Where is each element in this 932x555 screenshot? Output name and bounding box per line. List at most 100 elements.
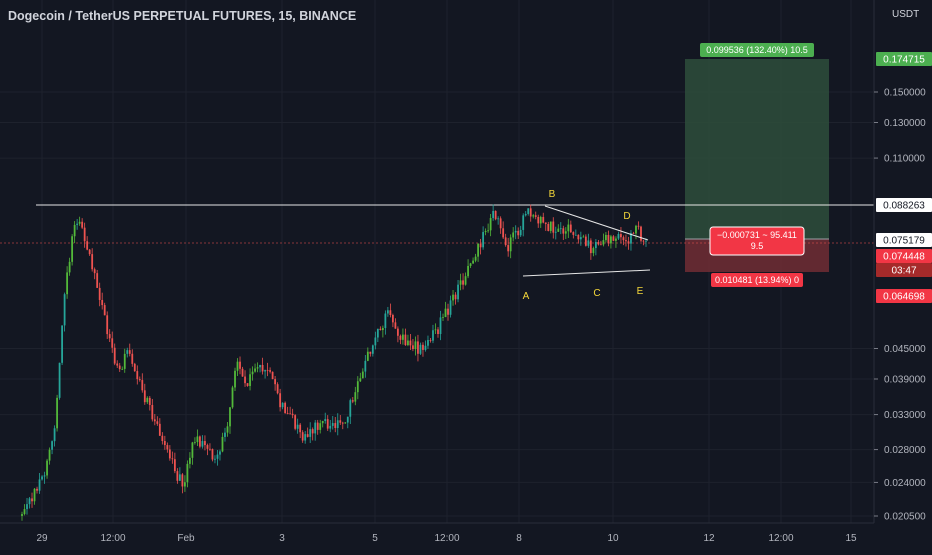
candle — [615, 236, 617, 248]
candle — [309, 422, 312, 443]
candle — [254, 363, 256, 373]
candle-body — [499, 218, 502, 229]
candle-body — [552, 221, 555, 233]
price-tag[interactable]: 0.174715 — [876, 52, 932, 66]
candle — [161, 432, 164, 445]
candle — [204, 435, 206, 451]
candle-body — [289, 413, 292, 415]
candle-body — [304, 434, 307, 441]
candle-body — [617, 234, 620, 239]
candle-body — [216, 454, 219, 459]
candle — [479, 238, 482, 255]
candle-body — [589, 240, 592, 254]
candle — [637, 221, 640, 230]
price-tag[interactable]: 03:47 — [876, 263, 932, 277]
y-tick-label: 0.039000 — [884, 374, 926, 385]
candle — [261, 357, 264, 375]
price-tag[interactable]: 0.088263 — [876, 198, 932, 212]
candle-body — [534, 215, 537, 217]
candle — [46, 458, 48, 479]
profit-zone[interactable] — [685, 59, 829, 239]
triangle-lower-line[interactable] — [522, 269, 651, 277]
candle-body — [259, 364, 261, 368]
candle — [71, 234, 74, 266]
candle-body — [324, 419, 327, 422]
candle — [612, 235, 615, 242]
candle — [589, 238, 592, 260]
candle — [351, 397, 354, 404]
candle — [36, 486, 38, 494]
pattern-label-d: D — [623, 211, 630, 222]
candle — [497, 216, 500, 225]
candle-body — [138, 379, 141, 381]
stop-label[interactable]: 0.010481 (13.94%) 0 — [711, 273, 803, 287]
candle-body — [459, 280, 462, 285]
candle-body — [244, 376, 246, 384]
candle — [519, 225, 522, 237]
candle — [93, 267, 96, 280]
candle-body — [329, 425, 332, 429]
candle — [397, 326, 399, 343]
candle — [126, 347, 129, 358]
candle — [366, 347, 369, 362]
candle-body — [579, 237, 582, 240]
candle — [432, 324, 434, 344]
candle — [284, 401, 287, 414]
candle-body — [632, 233, 635, 234]
candle-body — [562, 228, 565, 234]
candle — [617, 231, 620, 241]
candle-body — [594, 242, 597, 249]
candle-body — [605, 234, 607, 241]
price-tag[interactable]: 0.074448 — [876, 249, 932, 263]
candle-body — [314, 422, 317, 434]
candle-body — [173, 459, 176, 472]
candle-body — [133, 363, 136, 372]
candle-body — [31, 498, 33, 502]
currency-label[interactable]: USDT — [892, 9, 919, 20]
candle-body — [98, 287, 101, 300]
target-label[interactable]: 0.099536 (132.40%) 10.5 — [700, 43, 814, 57]
candle-body — [514, 230, 517, 233]
candle-body — [41, 476, 43, 480]
candle — [554, 226, 557, 240]
candle — [627, 236, 630, 250]
candle — [592, 246, 595, 257]
price-tag[interactable]: 0.064698 — [876, 289, 932, 303]
candle — [266, 362, 269, 377]
triangle-upper-line[interactable] — [544, 205, 649, 241]
stop-label-bg — [711, 273, 803, 287]
candle — [371, 344, 374, 357]
candle-body — [116, 363, 119, 366]
candle-body — [404, 334, 407, 346]
candle-body — [379, 328, 382, 331]
candle — [512, 227, 515, 242]
candle — [472, 257, 474, 265]
candle — [151, 398, 154, 422]
candle-body — [512, 232, 515, 238]
candle-body — [326, 419, 329, 429]
candle-body — [53, 428, 56, 442]
candle — [289, 406, 292, 415]
candle-body — [394, 322, 397, 329]
candle-body — [437, 329, 439, 334]
candle-body — [374, 337, 377, 346]
pattern-label-c: C — [593, 288, 600, 299]
candle-body — [532, 215, 535, 217]
candle — [434, 323, 437, 334]
candle — [91, 248, 94, 272]
candle — [121, 366, 124, 371]
candle-body — [620, 234, 622, 238]
candle-body — [43, 475, 46, 477]
candle — [229, 406, 231, 434]
candle-body — [286, 413, 289, 414]
price-tag-text: 0.074448 — [883, 252, 925, 263]
candle-body — [141, 380, 144, 391]
x-tick-label: 3 — [279, 533, 285, 544]
candle — [584, 234, 587, 247]
price-tag[interactable]: 0.075179 — [876, 233, 932, 247]
x-tick-label: 29 — [36, 533, 48, 544]
candle — [51, 440, 53, 455]
